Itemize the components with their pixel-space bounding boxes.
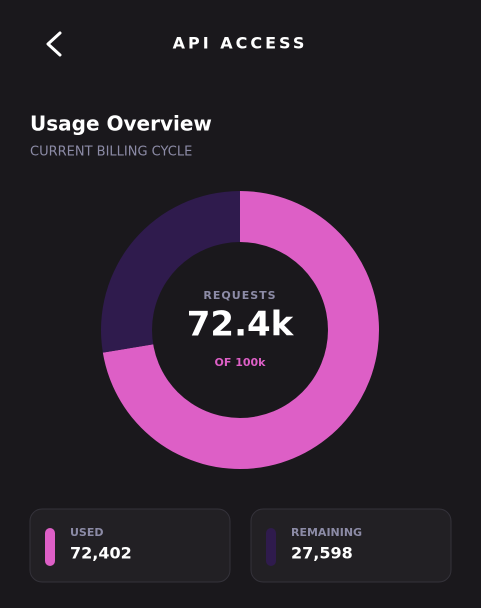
legend-swatch bbox=[45, 528, 55, 566]
stat-value: 27,598 bbox=[291, 544, 353, 563]
legend-cards: USED 72,402 REMAINING 27,598 bbox=[29, 508, 452, 583]
section-subtitle: CURRENT BILLING CYCLE bbox=[30, 145, 192, 160]
stat-label: USED bbox=[70, 526, 104, 539]
legend-swatch bbox=[266, 528, 276, 566]
stat-card bbox=[29, 508, 231, 583]
back-button[interactable] bbox=[46, 31, 62, 57]
center-value: 72.4k bbox=[187, 305, 295, 345]
stat-card bbox=[250, 508, 452, 583]
center-title: REQUESTS bbox=[203, 289, 276, 302]
section-title: Usage Overview bbox=[30, 112, 212, 136]
header-title: API ACCESS bbox=[173, 34, 308, 53]
stat-value: 72,402 bbox=[70, 544, 132, 563]
stat-label: REMAINING bbox=[291, 526, 362, 539]
donut-hole bbox=[152, 242, 328, 418]
center-subtitle: OF 100k bbox=[215, 356, 267, 369]
